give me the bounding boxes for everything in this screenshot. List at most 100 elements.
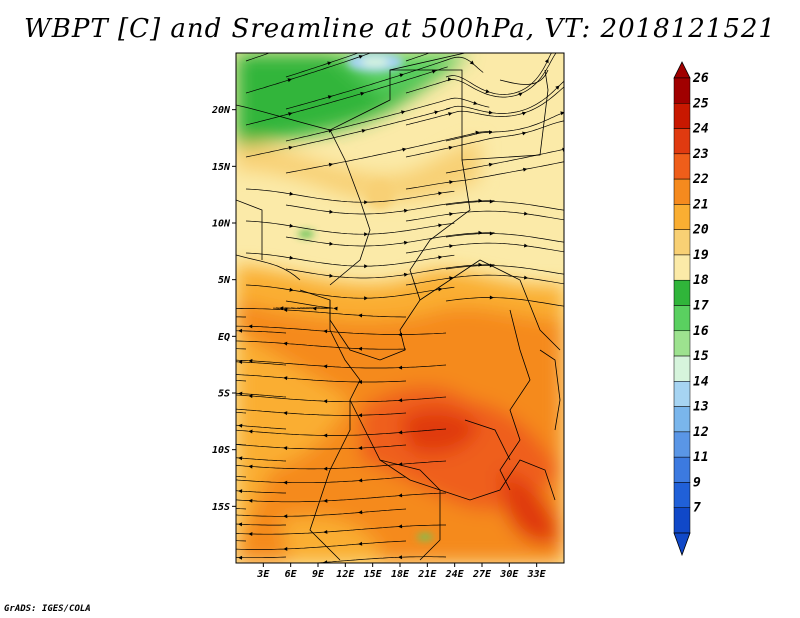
- lon-label: 33E: [527, 569, 547, 580]
- streamline: [236, 380, 247, 382]
- colorbar: 26 25 24 23 22 21 20 19 18 17 16 15 14 13 12 11 9 7: [673, 61, 709, 557]
- streamline-arrow: [288, 145, 293, 150]
- streamline: [445, 297, 564, 307]
- streamline-arrow: [521, 111, 527, 116]
- streamline: [405, 161, 564, 190]
- colorbar-label: 22: [692, 172, 709, 187]
- colorbar-swatch: [673, 254, 691, 281]
- streamline: [273, 300, 334, 309]
- streamline-arrow: [287, 78, 292, 83]
- streamline-arrow: [248, 429, 253, 434]
- streamline: [405, 274, 564, 286]
- streamline-arrow: [323, 560, 328, 563]
- streamline-arrow: [485, 89, 490, 94]
- colorbar-swatch: [673, 178, 691, 205]
- streamline: [405, 53, 431, 62]
- colorbar-label: 26: [692, 71, 709, 86]
- streamline-arrow: [448, 112, 453, 116]
- colorbar-label: 21: [692, 197, 709, 212]
- colorbar-label: 13: [693, 400, 709, 415]
- streamline-arrow: [238, 555, 243, 560]
- lon-label: 3E: [256, 569, 270, 580]
- streamline-arrow: [489, 295, 494, 300]
- colorbar-label: 20: [692, 223, 709, 238]
- colorbar-swatch: [673, 153, 691, 180]
- streamline-arrow: [289, 223, 294, 228]
- streamline-arrow: [544, 58, 549, 64]
- colorbar-swatch: [673, 229, 691, 256]
- streamline-arrow: [248, 532, 253, 536]
- streamline-arrow: [563, 275, 564, 277]
- streamline-arrow: [563, 211, 564, 213]
- streamline-arrow: [323, 433, 328, 438]
- streamline-arrow: [431, 69, 437, 74]
- streamline-arrow: [364, 200, 369, 205]
- streamline-arrow: [358, 541, 363, 546]
- streamline-arrow: [401, 110, 406, 115]
- streamline: [405, 242, 564, 254]
- colorbar-label: 7: [693, 501, 701, 516]
- lat-label: EQ: [218, 332, 230, 343]
- streamline-arrow: [469, 60, 475, 65]
- streamline: [236, 492, 447, 503]
- streamline: [236, 540, 407, 550]
- streamline-arrow: [283, 514, 288, 519]
- streamline: [285, 97, 490, 142]
- streamline: [311, 556, 447, 563]
- streamline-arrow: [488, 110, 493, 115]
- streamline: [236, 394, 447, 403]
- lon-label: 6E: [285, 569, 298, 580]
- streamline-arrow: [238, 328, 243, 333]
- colorbar-swatch: [673, 330, 691, 357]
- streamline-arrow: [279, 306, 284, 311]
- streamline-arrow: [448, 145, 453, 150]
- streamline: [236, 428, 447, 436]
- colorbar-label: 19: [693, 248, 709, 263]
- lon-label: 12E: [336, 569, 355, 580]
- streamline-arrow: [358, 413, 363, 418]
- streamline-arrow: [283, 411, 288, 416]
- streamline: [236, 359, 447, 369]
- streamline: [236, 508, 247, 510]
- streamline: [236, 411, 247, 414]
- streamline-arrow: [473, 101, 478, 105]
- streamline-arrow: [523, 167, 528, 172]
- streamline-arrow: [323, 364, 328, 369]
- streamline-arrow: [358, 380, 362, 384]
- streamline-arrow: [522, 131, 527, 136]
- lon-label: 9E: [312, 569, 325, 580]
- colorbar-label: 11: [693, 450, 709, 465]
- lon-label: 27E: [472, 569, 492, 580]
- streamline-arrow: [248, 464, 253, 469]
- streamline-arrow: [289, 191, 294, 196]
- colorbar-label: 24: [692, 122, 709, 137]
- lon-label: 18E: [391, 569, 410, 580]
- streamline-arrow: [403, 240, 409, 245]
- streamline-arrow: [360, 91, 365, 96]
- streamline-arrow: [283, 480, 288, 485]
- streamline-arrow: [329, 241, 334, 246]
- colorbar-swatch: [673, 204, 691, 230]
- colorbar-top-arrow: [673, 61, 691, 79]
- streamline: [445, 233, 564, 243]
- colorbar-swatch: [673, 103, 691, 129]
- streamline: [245, 284, 455, 299]
- streamline-arrow: [329, 273, 334, 278]
- streamline: [236, 475, 247, 478]
- streamlines: [236, 53, 564, 563]
- streamline: [245, 107, 451, 158]
- streamline-arrow: [283, 376, 288, 381]
- streamline-arrow: [358, 55, 364, 59]
- streamline-arrow: [523, 243, 529, 248]
- lat-label: 10N: [212, 219, 231, 230]
- colorbar-label: 9: [693, 475, 701, 490]
- streamline-arrow: [238, 456, 243, 461]
- streamline-arrow: [333, 306, 338, 311]
- colorbar-label: 16: [693, 324, 709, 339]
- streamline: [245, 53, 271, 62]
- lon-label: 21E: [417, 569, 437, 580]
- lat-label: 10S: [212, 445, 230, 456]
- streamline: [405, 210, 564, 222]
- streamline-arrow: [398, 430, 403, 435]
- streamline-arrow: [449, 180, 454, 185]
